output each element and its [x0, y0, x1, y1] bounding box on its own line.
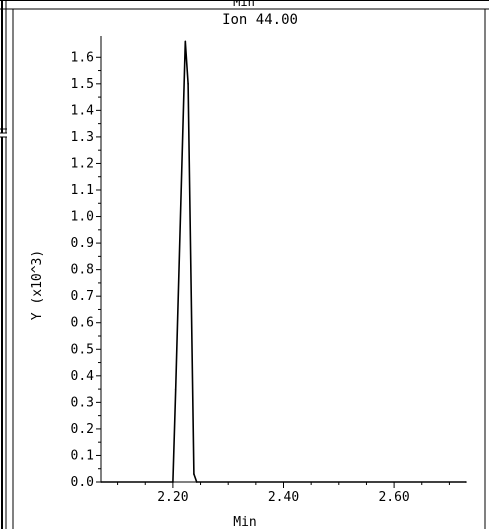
y-tick-label: 0.2: [71, 422, 94, 437]
y-tick-label: 0.4: [71, 369, 95, 384]
y-tick-label: 1.6: [71, 50, 94, 65]
data-point: [184, 40, 187, 43]
x-tick-label: 2.40: [268, 490, 299, 505]
chart-title: Ion 44.00: [222, 12, 298, 28]
data-point: [193, 473, 195, 475]
y-tick-label: 0.6: [71, 316, 94, 331]
data-point: [174, 388, 177, 390]
x-tick-label: 2.60: [378, 490, 409, 505]
y-tick-label: 1.2: [71, 156, 94, 171]
data-point: [172, 481, 174, 483]
data-point: [195, 481, 198, 483]
series-trace: [101, 41, 466, 483]
data-point: [465, 481, 467, 483]
x-axis-label: Min: [233, 515, 256, 529]
y-axis-label: Y (x10^3): [30, 250, 45, 320]
y-tick-label: 0.5: [71, 342, 94, 357]
y-tick-label: 1.0: [71, 210, 94, 225]
y-tick-label: 0.7: [71, 289, 94, 304]
y-tick-label: 0.3: [71, 395, 94, 410]
y-tick-label: 1.3: [71, 130, 94, 145]
y-tick-label: 0.1: [71, 448, 94, 463]
data-point: [187, 83, 189, 85]
y-tick-label: 0.8: [71, 263, 94, 278]
series-points: [100, 40, 467, 483]
window-title-fragment: Min: [233, 0, 255, 9]
x-ticks: 2.20 2.40 2.60: [117, 482, 450, 505]
y-tick-label: 1.1: [71, 183, 94, 198]
y-tick-label: 0.9: [71, 236, 94, 251]
x-tick-label: 2.20: [157, 490, 188, 505]
y-tick-label: 1.4: [71, 103, 95, 118]
y-ticks: 0.0 0.1 0.2 0.3 0.4 0.5 0.6 0.7 0.8 0.9 1.0 1.1 1.2 1…: [71, 50, 101, 490]
data-point: [100, 481, 102, 483]
y-tick-label: 1.5: [71, 77, 94, 92]
y-tick-label: 0.0: [71, 475, 94, 490]
